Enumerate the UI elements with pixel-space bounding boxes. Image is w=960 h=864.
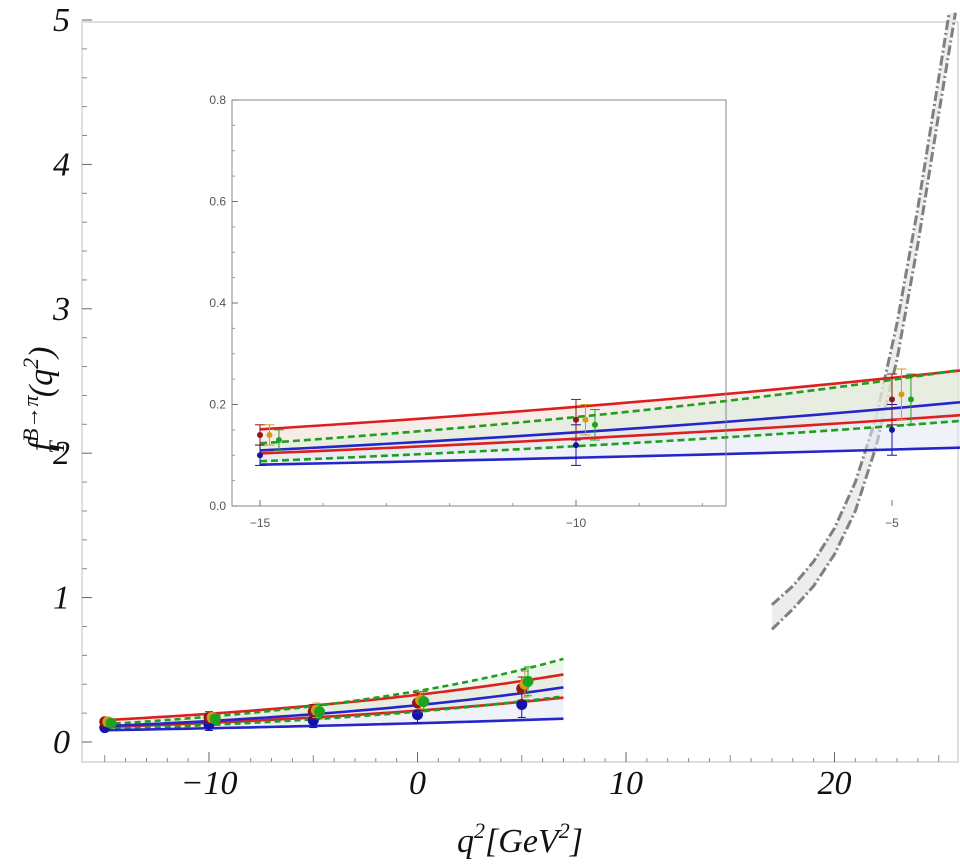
blue-band-upper-line xyxy=(104,686,564,728)
green-points-marker-3 xyxy=(418,696,430,708)
y-label-t: T xyxy=(44,439,69,453)
green-points-marker-4 xyxy=(522,675,534,687)
orange-points-marker-0 xyxy=(266,431,273,438)
x-label-unit-sup: 2 xyxy=(559,818,570,843)
inset-y-tick-label-3: 0.6 xyxy=(209,195,226,209)
green-points-marker-2 xyxy=(314,706,326,718)
x-axis-label: q2[GeV2] xyxy=(457,818,583,860)
x-label-unit-close: ] xyxy=(569,823,583,860)
inset-y-tick-label-0: 0.0 xyxy=(209,499,226,513)
darkred-points-marker-2 xyxy=(889,396,895,403)
blue-band-lower-line xyxy=(259,446,960,466)
main-ticks: −10 0 10 20 0 1 2 3 4 5 xyxy=(52,2,940,802)
blue-points-marker-4 xyxy=(516,698,528,710)
main-x-tick-label-0: −10 xyxy=(181,765,238,802)
green-points-marker-2 xyxy=(907,396,914,403)
green-band-lower-line xyxy=(259,419,960,463)
inset-y-tick-label-1: 0.2 xyxy=(209,398,226,412)
main-y-tick-label-0: 0 xyxy=(53,724,70,761)
inset-lines xyxy=(259,368,960,466)
y-label-arg-close: ) xyxy=(23,347,60,360)
x-label-unit: [GeV xyxy=(485,823,563,860)
main-y-tick-label-2: 2 xyxy=(53,435,70,472)
blue-points-marker-0 xyxy=(257,452,263,459)
inset-points xyxy=(255,368,916,466)
pole-band-upper-line xyxy=(770,12,951,606)
main-x-tick-label-3: 20 xyxy=(818,765,852,802)
orange-points-marker-2 xyxy=(898,391,905,398)
inset-x-tick-label-1: −10 xyxy=(566,516,587,530)
blue-band-fill xyxy=(104,687,564,731)
main-x-tick-label-2: 10 xyxy=(609,765,643,802)
green-points-marker-0 xyxy=(275,437,282,444)
green-band-lower-line xyxy=(104,695,564,731)
y-axis-label: fB→πT(q2) xyxy=(18,347,69,454)
y-label-b: B xyxy=(18,428,43,441)
x-label-q: q xyxy=(457,823,474,860)
main-pole-band xyxy=(770,12,957,631)
main-y-tick-label-4: 4 xyxy=(53,146,70,183)
y-label-arg: (q xyxy=(23,369,60,397)
darkred-points-marker-1 xyxy=(573,416,579,423)
green-band-upper-line xyxy=(259,368,960,445)
pole-band-fill xyxy=(771,12,956,630)
green-points-marker-0 xyxy=(105,717,117,729)
blue-band-upper-line xyxy=(259,400,960,452)
inset-y-tick-label-2: 0.4 xyxy=(209,296,226,310)
main-y-tick-label-1: 1 xyxy=(53,580,70,617)
main-y-tick-label-3: 3 xyxy=(52,291,70,328)
inset-x-tick-label-2: −5 xyxy=(885,516,899,530)
inset-y-tick-label-4: 0.8 xyxy=(209,93,226,107)
y-label-arg-sup: 2 xyxy=(18,358,43,369)
y-label-arrow: → xyxy=(18,406,43,428)
main-lines xyxy=(104,657,564,732)
main-points xyxy=(99,666,534,734)
green-points-marker-1 xyxy=(591,421,598,428)
inset-x-tick-label-0: −15 xyxy=(250,516,271,530)
darkred-points-marker-0 xyxy=(257,431,263,438)
pole-band-lower-line xyxy=(770,12,957,631)
green-band-fill xyxy=(260,369,960,462)
blue-points-marker-2 xyxy=(889,426,895,433)
green-band-upper-line xyxy=(104,657,564,726)
inset-ticks: −15−10−5050.00.20.40.60.8 xyxy=(209,93,899,530)
blue-points-marker-1 xyxy=(573,442,579,449)
main-bands xyxy=(104,658,564,731)
x-label-q-sup: 2 xyxy=(474,818,485,843)
orange-points-marker-1 xyxy=(582,416,589,423)
main-y-tick-label-5: 5 xyxy=(53,2,70,39)
red-band-lower-line xyxy=(259,413,960,455)
main-x-tick-label-1: 0 xyxy=(409,765,426,802)
blue-band-lower-line xyxy=(104,717,564,732)
y-label-pi: π xyxy=(18,394,43,406)
green-points-marker-1 xyxy=(209,713,221,725)
